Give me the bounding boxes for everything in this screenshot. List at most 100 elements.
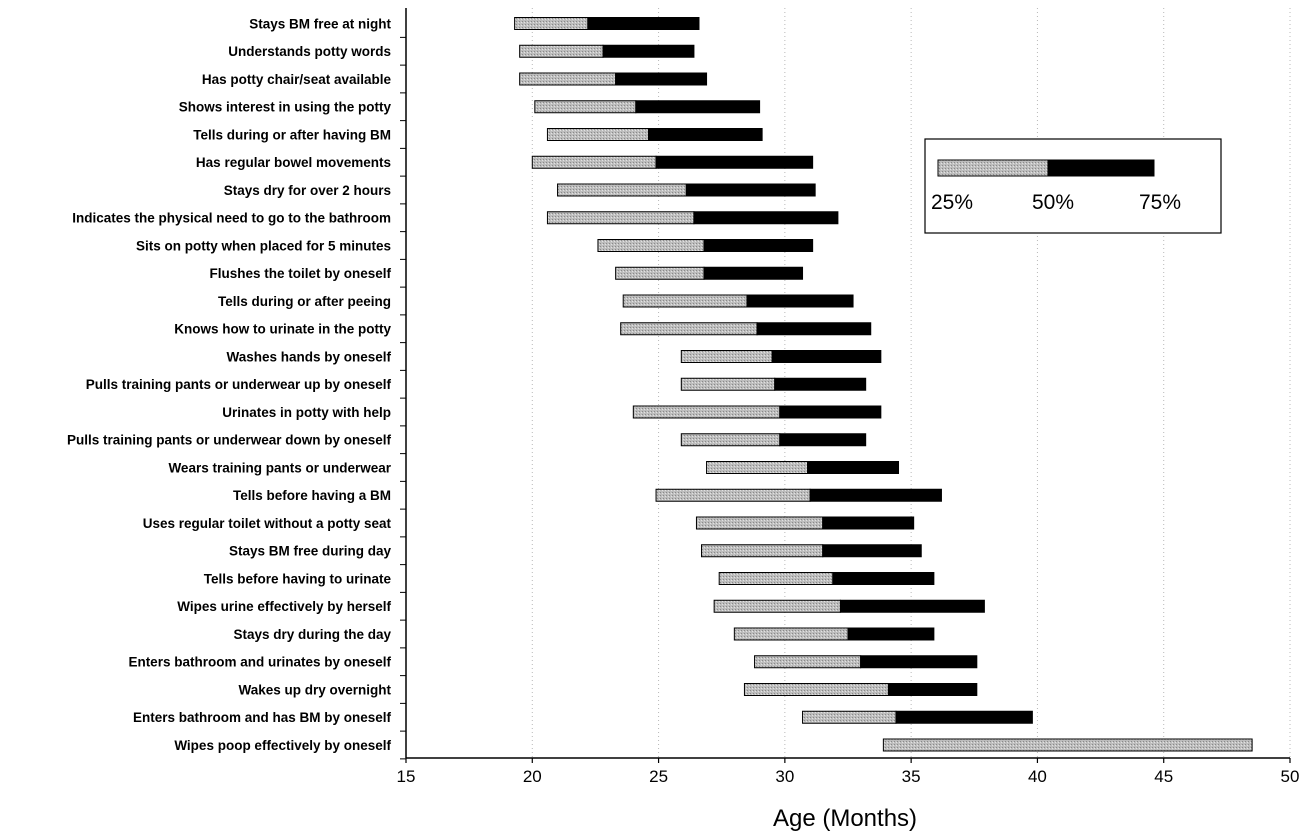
bar-upper-quartile <box>779 433 867 447</box>
legend: 25% 50% 75% <box>924 138 1222 234</box>
category-label: Wipes urine effectively by herself <box>177 599 391 614</box>
bar-upper-quartile <box>847 627 935 641</box>
x-tick-label: 20 <box>523 767 542 786</box>
gridlines <box>531 8 1291 758</box>
bar-upper-quartile <box>887 683 978 696</box>
bar-upper-quartile <box>839 599 985 613</box>
category-label: Pulls training pants or underwear up by … <box>86 377 392 392</box>
category-label: Stays dry during the day <box>233 627 391 642</box>
category-label: Tells during or after having BM <box>193 127 391 142</box>
bar-upper-quartile <box>703 266 804 280</box>
bar-lower-quartile <box>680 377 776 391</box>
bar-lower-quartile <box>557 183 687 197</box>
bar-lower-quartile <box>743 683 889 696</box>
bar-lower-quartile <box>695 516 824 530</box>
bar-lower-quartile <box>546 128 649 141</box>
bar-upper-quartile <box>647 128 763 141</box>
bar-upper-quartile <box>807 461 900 474</box>
bar-upper-quartile <box>655 155 814 169</box>
bar-lower-quartile <box>546 211 695 225</box>
bars-layer <box>514 17 1253 752</box>
bar-upper-quartile <box>587 17 700 30</box>
category-label: Tells during or after peeing <box>218 294 391 309</box>
x-tick-label: 15 <box>397 767 416 786</box>
bar-lower-quartile <box>680 433 781 447</box>
bar-lower-quartile <box>514 17 589 30</box>
bar-upper-quartile <box>756 322 872 336</box>
category-label: Urinates in potty with help <box>222 405 391 420</box>
bar-upper-quartile <box>895 710 1033 724</box>
bar-upper-quartile <box>822 544 922 558</box>
x-tick-label: 30 <box>775 767 794 786</box>
bar-lower-quartile <box>655 488 811 502</box>
bar-lower-quartile <box>615 266 705 280</box>
category-label: Wears training pants or underwear <box>168 460 391 475</box>
category-label: Stays dry for over 2 hours <box>224 183 391 198</box>
bar-lower-quartile <box>754 655 862 669</box>
bar-upper-quartile <box>685 183 816 197</box>
category-label: Sits on potty when placed for 5 minutes <box>136 238 391 253</box>
bar-lower-quartile <box>701 544 824 558</box>
category-label: Wakes up dry overnight <box>238 682 391 697</box>
bar-lower-quartile <box>680 350 773 363</box>
category-label: Wipes poop effectively by oneself <box>174 738 391 753</box>
category-label: Enters bathroom and has BM by oneself <box>133 710 392 725</box>
category-label: Indicates the physical need to go to the… <box>72 211 391 226</box>
bar-upper-quartile <box>822 516 915 530</box>
bar-upper-quartile <box>693 211 839 225</box>
bar-upper-quartile <box>635 100 761 114</box>
x-tick-label: 50 <box>1281 767 1300 786</box>
x-tick-label: 25 <box>649 767 668 786</box>
category-label: Stays BM free at night <box>249 16 391 31</box>
bar-upper-quartile <box>860 655 978 669</box>
legend-label-50: 50% <box>1032 191 1074 214</box>
bar-lower-quartile <box>519 72 617 86</box>
x-axis-title: Age (Months) <box>773 805 917 832</box>
category-label: Has potty chair/seat available <box>202 72 392 87</box>
bar-lower-quartile <box>531 155 657 169</box>
legend-box <box>924 138 1222 234</box>
bar-lower-quartile <box>718 572 834 585</box>
bar-upper-quartile <box>774 377 867 391</box>
category-labels: Stays BM free at night Understands potty … <box>67 16 406 760</box>
bar-upper-quartile <box>615 72 708 86</box>
category-label: Enters bathroom and urinates by oneself <box>128 655 391 670</box>
bar-upper-quartile <box>703 239 814 252</box>
legend-label-25: 25% <box>931 191 973 214</box>
bar-upper-quartile <box>809 488 942 502</box>
bar-lower-quartile <box>802 710 897 724</box>
bar-lower-quartile <box>597 239 705 252</box>
bar-lower-quartile <box>519 44 604 58</box>
bar-upper-quartile <box>602 44 695 58</box>
bar-lower-quartile <box>713 599 841 613</box>
category-label: Shows interest in using the potty <box>179 100 392 115</box>
bar-lower-quartile <box>622 294 748 308</box>
legend-bar-light <box>937 159 1049 177</box>
bar-lower-quartile <box>733 627 849 641</box>
x-tick-labels: 15 20 25 30 35 40 45 50 <box>397 758 1300 786</box>
x-tick-label: 35 <box>902 767 921 786</box>
bar-upper-quartile <box>771 350 882 363</box>
x-tick-label: 45 <box>1154 767 1173 786</box>
legend-bar-dark <box>1047 159 1155 177</box>
legend-label-75: 75% <box>1139 191 1181 214</box>
bar-lower-quartile <box>534 100 637 114</box>
bar-upper-quartile <box>779 405 882 419</box>
category-label: Uses regular toilet without a potty seat <box>143 516 392 531</box>
bar-lower-quartile <box>706 461 809 474</box>
category-label: Understands potty words <box>228 44 391 59</box>
category-label: Washes hands by oneself <box>226 349 391 364</box>
category-label: Stays BM free during day <box>229 544 392 559</box>
category-label: Tells before having a BM <box>233 488 391 503</box>
bar-upper-quartile <box>746 294 854 308</box>
category-label: Has regular bowel movements <box>196 155 391 170</box>
bar-lower-quartile <box>882 738 1253 752</box>
bar-lower-quartile <box>632 405 781 419</box>
category-label: Knows how to urinate in the potty <box>174 322 391 337</box>
category-label: Tells before having to urinate <box>204 571 392 586</box>
bar-upper-quartile <box>832 572 935 585</box>
x-tick-label: 40 <box>1028 767 1047 786</box>
category-label: Pulls training pants or underwear down b… <box>67 433 392 448</box>
category-label: Flushes the toilet by oneself <box>209 266 391 281</box>
